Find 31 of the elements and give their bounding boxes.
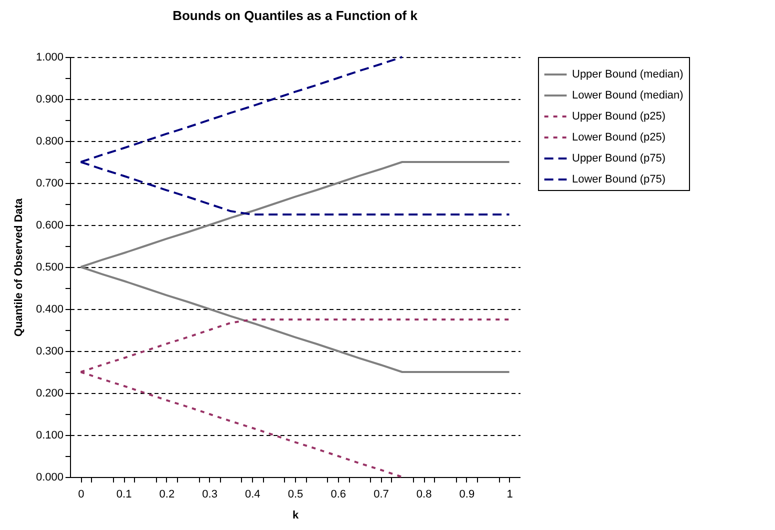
y-tick-label: 0.100 <box>36 430 64 442</box>
x-tick-label: 0.3 <box>202 488 218 500</box>
legend-label: Lower Bound (p75) <box>572 174 666 186</box>
legend-label: Upper Bound (p25) <box>572 110 666 122</box>
x-tick-label: 0.2 <box>159 488 175 500</box>
y-tick-label: 1.000 <box>36 52 64 64</box>
legend-label: Lower Bound (median) <box>572 90 684 102</box>
y-tick-label: 0.900 <box>36 94 64 106</box>
y-axis-title: Quantile of Observed Data <box>12 198 25 337</box>
y-tick-label: 0.400 <box>36 304 64 316</box>
legend-label: Lower Bound (p25) <box>572 132 666 144</box>
x-tick-label: 1 <box>506 488 513 500</box>
x-tick-label: 0.9 <box>459 488 475 500</box>
x-tick-label: 0 <box>78 488 84 500</box>
x-axis-title: k <box>292 510 300 522</box>
x-tick-label: 0.5 <box>288 488 304 500</box>
y-tick-label: 0.800 <box>36 136 64 148</box>
x-tick-label: 0.4 <box>244 488 260 500</box>
x-tick-label: 0.6 <box>330 488 346 500</box>
x-tick-label: 0.8 <box>416 488 432 500</box>
y-tick-label: 0.500 <box>36 262 64 274</box>
y-tick-label: 0.300 <box>36 346 64 358</box>
y-tick-label: 0.200 <box>36 388 64 400</box>
y-tick-label: 0.600 <box>36 220 64 232</box>
y-tick-label: 0.000 <box>36 472 64 484</box>
legend-label: Upper Bound (p75) <box>572 152 666 164</box>
legend-label: Upper Bound (median) <box>572 68 684 80</box>
x-tick-label: 0.7 <box>374 488 389 500</box>
x-tick-label: 0.1 <box>116 488 132 500</box>
y-tick-label: 0.700 <box>36 178 64 190</box>
chart-title: Bounds on Quantiles as a Function of k <box>172 8 418 23</box>
